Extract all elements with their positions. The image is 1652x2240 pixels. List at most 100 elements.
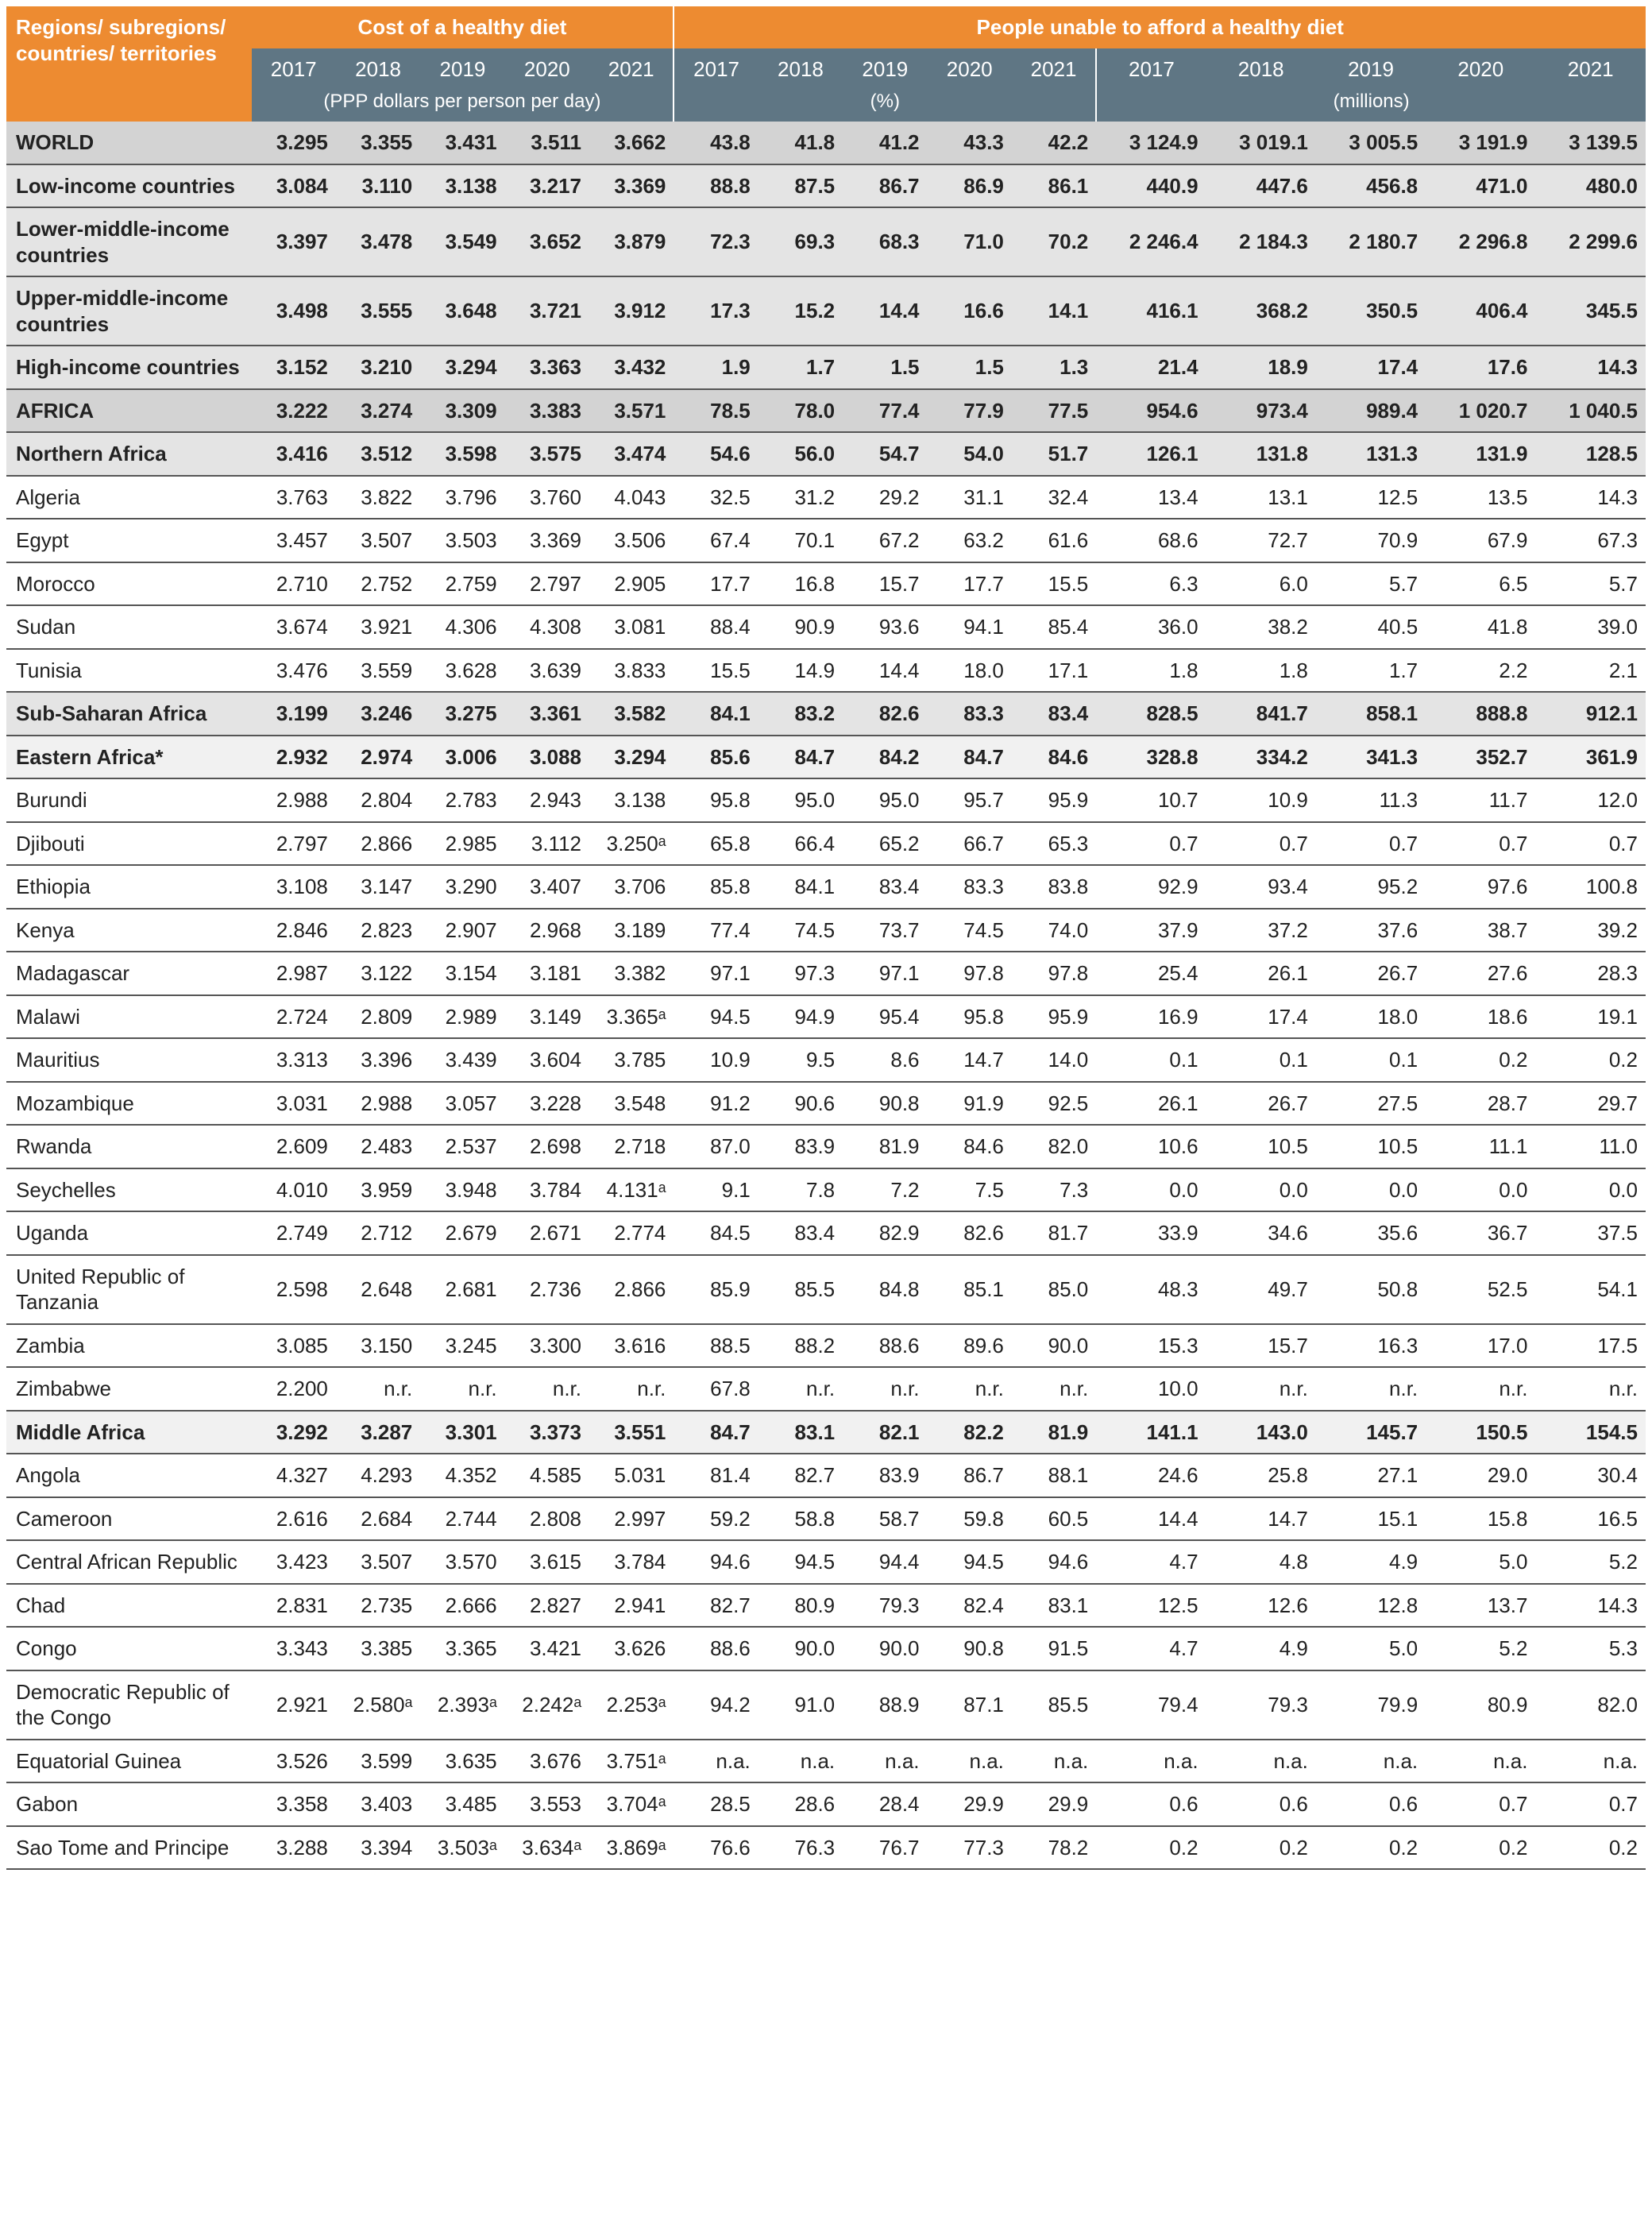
cell-value: 3.358 [252,1782,336,1826]
cell-value: 58.8 [758,1497,843,1541]
cell-value: 29.9 [928,1782,1012,1826]
table-row: Lower-middle-income countries3.3973.4783… [6,207,1646,276]
cell-value: 90.6 [758,1082,843,1126]
cell-value: 3.122 [336,952,420,995]
cell-value: 3.785 [589,1038,674,1082]
cell-value: 29.0 [1426,1454,1535,1497]
cell-value: 2 299.6 [1535,207,1646,276]
cell-value: 85.5 [758,1255,843,1324]
cell-value: 0.2 [1535,1038,1646,1082]
cell-value: 87.0 [674,1125,758,1168]
cell-value: 95.9 [1012,778,1096,822]
cell-value: 4.585 [505,1454,589,1497]
cell-value: 82.1 [843,1411,927,1454]
cell-value: 7.5 [928,1168,1012,1212]
cell-value: 3.478 [336,207,420,276]
cell-value: 2.393ᵃ [420,1670,504,1740]
cell-value: 26.7 [1316,952,1426,995]
cell-value: 3.250ᵃ [589,822,674,866]
table-row: Northern Africa3.4163.5123.5983.5753.474… [6,432,1646,476]
cell-value: 1.5 [843,346,927,389]
cell-value: 59.2 [674,1497,758,1541]
cell-value: 26.1 [1096,1082,1206,1126]
cell-value: 81.9 [1012,1411,1096,1454]
table-row: Seychelles4.0103.9593.9483.7844.131ᵃ9.17… [6,1168,1646,1212]
cell-value: 3.474 [589,432,674,476]
cell-value: 38.2 [1206,605,1316,649]
row-label: Seychelles [6,1168,252,1212]
cell-value: 1.3 [1012,346,1096,389]
cell-value: 3.416 [252,432,336,476]
cell-value: 0.0 [1535,1168,1646,1212]
cell-value: n.r. [420,1367,504,1411]
cell-value: 0.6 [1206,1782,1316,1826]
cell-value: 14.0 [1012,1038,1096,1082]
cell-value: 60.5 [1012,1497,1096,1541]
cell-value: 78.0 [758,389,843,433]
cell-value: 17.7 [674,562,758,606]
cell-value: 11.3 [1316,778,1426,822]
cell-value: 3.598 [420,432,504,476]
cell-value: 471.0 [1426,164,1535,208]
cell-value: 26.7 [1206,1082,1316,1126]
table-row: Angola4.3274.2934.3524.5855.03181.482.78… [6,1454,1646,1497]
cell-value: 3.343 [252,1627,336,1670]
cell-value: 35.6 [1316,1211,1426,1255]
cell-value: 4.9 [1206,1627,1316,1670]
cell-value: 77.4 [674,909,758,952]
cell-value: 11.0 [1535,1125,1646,1168]
table-row: Zimbabwe2.200n.r.n.r.n.r.n.r.67.8n.r.n.r… [6,1367,1646,1411]
cell-value: 19.1 [1535,995,1646,1039]
cell-value: 2.666 [420,1584,504,1628]
cell-value: 2.823 [336,909,420,952]
row-label: Malawi [6,995,252,1039]
cell-value: 3.784 [505,1168,589,1212]
table-header: Regions/ subregions/ countries/ territor… [6,6,1646,122]
table-row: Morocco2.7102.7522.7592.7972.90517.716.8… [6,562,1646,606]
cell-value: 3.549 [420,207,504,276]
cell-value: n.r. [505,1367,589,1411]
cell-value: 80.9 [1426,1670,1535,1740]
cell-value: 14.1 [1012,276,1096,346]
cell-value: 2.483 [336,1125,420,1168]
header-year: 2020 [505,48,589,91]
cell-value: 83.4 [843,865,927,909]
row-label: Mauritius [6,1038,252,1082]
cell-value: 3.217 [505,164,589,208]
cell-value: 3.246 [336,692,420,736]
row-label: Central African Republic [6,1540,252,1584]
header-group-cost: Cost of a healthy diet [252,6,674,48]
cell-value: 3.796 [420,476,504,519]
cell-value: 3 139.5 [1535,122,1646,164]
cell-value: 3.763 [252,476,336,519]
row-label: United Republic of Tanzania [6,1255,252,1324]
cell-value: 131.9 [1426,432,1535,476]
row-label: Mozambique [6,1082,252,1126]
cell-value: 85.0 [1012,1255,1096,1324]
cell-value: 12.5 [1316,476,1426,519]
cell-value: 2.943 [505,778,589,822]
cell-value: 2.200 [252,1367,336,1411]
cell-value: 17.5 [1535,1324,1646,1368]
row-label: Northern Africa [6,432,252,476]
cell-value: n.r. [758,1367,843,1411]
cell-value: 82.4 [928,1584,1012,1628]
cell-value: 131.8 [1206,432,1316,476]
table-row: Kenya2.8462.8232.9072.9683.18977.474.573… [6,909,1646,952]
table-row: Tunisia3.4763.5593.6283.6393.83315.514.9… [6,649,1646,693]
cell-value: 3.676 [505,1740,589,1783]
cell-value: 989.4 [1316,389,1426,433]
table-row: Rwanda2.6092.4832.5372.6982.71887.083.98… [6,1125,1646,1168]
cell-value: 3.222 [252,389,336,433]
cell-value: 10.9 [1206,778,1316,822]
header-year: 2017 [674,48,758,91]
cell-value: 84.7 [928,736,1012,779]
row-label: Morocco [6,562,252,606]
cell-value: 83.4 [758,1211,843,1255]
cell-value: 3.652 [505,207,589,276]
cell-value: 3.582 [589,692,674,736]
cell-value: 328.8 [1096,736,1206,779]
cell-value: 1 040.5 [1535,389,1646,433]
cell-value: 3.150 [336,1324,420,1368]
cell-value: 0.7 [1426,1782,1535,1826]
